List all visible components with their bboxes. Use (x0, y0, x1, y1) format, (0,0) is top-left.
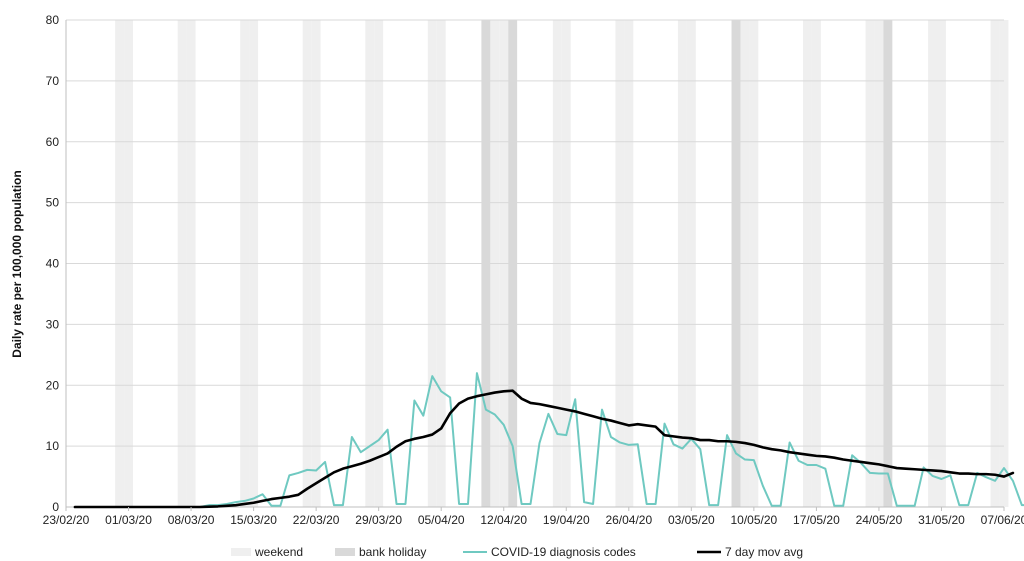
legend-label: COVID-19 diagnosis codes (491, 545, 636, 559)
x-tick-label: 12/04/20 (480, 513, 527, 527)
x-tick-labels: 23/02/20 01/03/20 08/03/20 15/03/20 22/03/20… (43, 507, 1024, 527)
x-tick-label: 10/05/20 (731, 513, 778, 527)
x-tick-label: 31/05/20 (918, 513, 965, 527)
legend-label: weekend (254, 545, 303, 559)
x-tick-label: 03/05/20 (668, 513, 715, 527)
series-points (74, 373, 1022, 508)
y-tick-label: 10 (46, 439, 60, 453)
y-tick-label: 30 (46, 317, 60, 331)
x-tick-label: 19/04/20 (543, 513, 590, 527)
y-tick-label: 0 (52, 500, 59, 514)
legend-swatch-bank-holiday (335, 548, 355, 556)
x-tick-label: 05/04/20 (418, 513, 465, 527)
series-line-diagnosis-codes (73, 372, 1024, 508)
y-tick-label: 40 (46, 257, 60, 271)
x-tick-label: 24/05/20 (856, 513, 903, 527)
x-tick-label: 07/06/20 (981, 513, 1024, 527)
legend: weekend bank holiday COVID-19 diagnosis co… (231, 545, 803, 559)
x-tick-label: 22/03/20 (293, 513, 340, 527)
x-tick-label: 29/03/20 (355, 513, 402, 527)
x-tick-label: 15/03/20 (230, 513, 277, 527)
x-tick-label: 01/03/20 (105, 513, 152, 527)
y-tick-label: 20 (46, 378, 60, 392)
gridlines (66, 19, 1004, 508)
y-tick-label: 70 (46, 74, 60, 88)
y-tick-labels: 0 10 20 30 40 50 60 70 80 (46, 13, 60, 514)
series-line-moving-avg (73, 389, 1015, 509)
y-tick-label: 50 (46, 196, 60, 210)
series-lines (73, 372, 1024, 509)
legend-label: bank holiday (359, 545, 426, 559)
x-tick-label: 26/04/20 (605, 513, 652, 527)
y-tick-label: 80 (46, 13, 60, 27)
x-tick-label: 23/02/20 (43, 513, 90, 527)
y-tick-label: 60 (46, 135, 60, 149)
y-axis-label: Daily rate per 100,000 population (10, 170, 24, 357)
x-tick-label: 08/03/20 (168, 513, 215, 527)
legend-swatch-weekend (231, 548, 251, 556)
legend-label: 7 day mov avg (725, 545, 803, 559)
x-tick-label: 17/05/20 (793, 513, 840, 527)
